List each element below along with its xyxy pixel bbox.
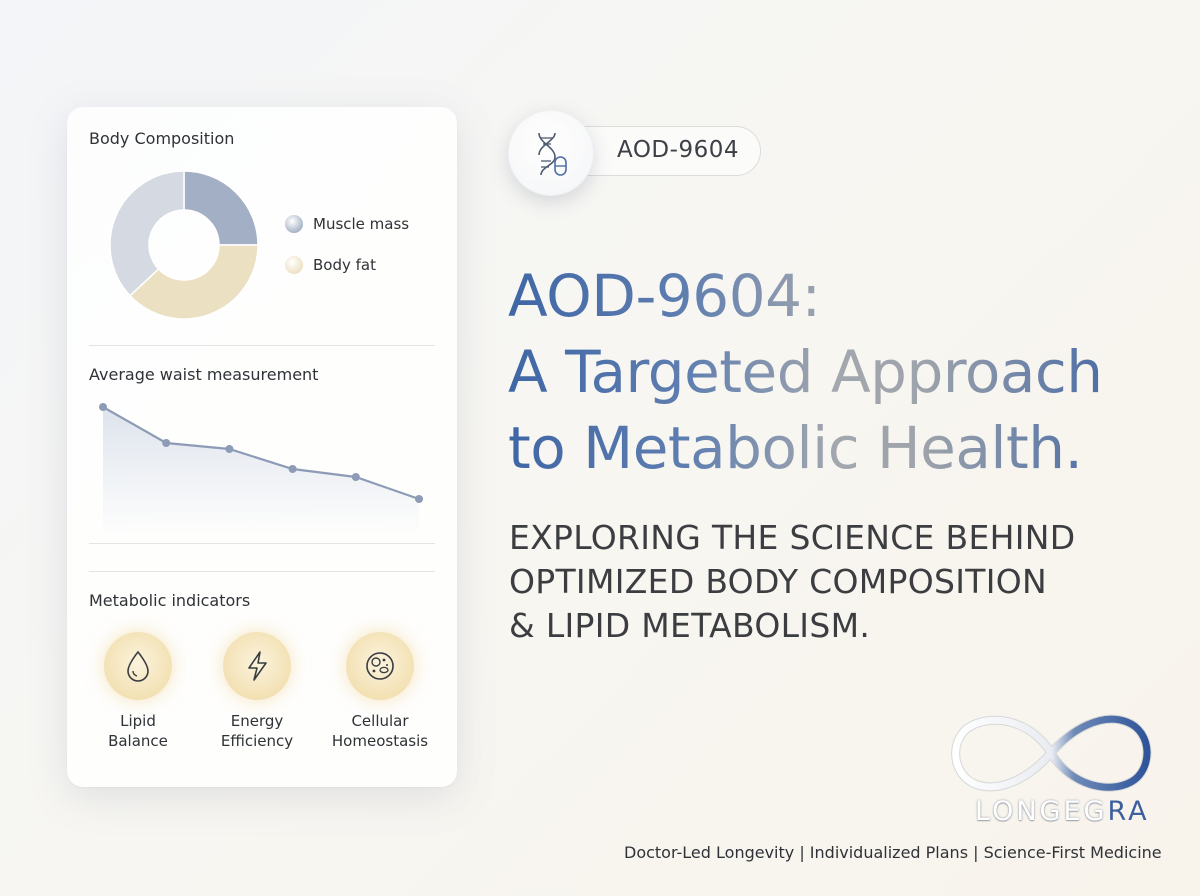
headline: AOD-9604: A Targeted Approach to Metabol… — [508, 258, 1103, 486]
divider — [89, 345, 435, 346]
donut-slice — [109, 170, 185, 297]
lightning-icon — [223, 632, 291, 700]
badge-label: AOD-9604 — [617, 137, 739, 163]
brand-name-part: LONGEG — [975, 796, 1108, 827]
waist-series-line — [102, 406, 420, 501]
cell-icon — [346, 632, 414, 700]
divider — [89, 543, 435, 544]
brand-name-part: RA — [1107, 796, 1150, 827]
data-point — [351, 473, 360, 481]
tagline: Doctor-Led Longevity | Individualized Pl… — [624, 843, 1162, 862]
metrics-card: Body Composition Muscle mass Body fat Av… — [67, 107, 457, 787]
indicator-label: Energy — [230, 712, 284, 730]
subheadline-line: EXPLORING THE SCIENCE BEHIND — [509, 518, 1076, 557]
donut-slice — [128, 244, 259, 320]
dna-capsule-icon — [508, 110, 594, 196]
indicator-label: Balance — [108, 732, 168, 750]
body-fat-dot-icon — [285, 256, 303, 274]
indicator-label: Cellular — [351, 712, 409, 730]
legend-muscle-mass: Muscle mass — [285, 215, 409, 233]
data-point — [162, 439, 171, 447]
subheadline: EXPLORING THE SCIENCE BEHIND OPTIMIZED B… — [509, 516, 1075, 648]
waist-title: Average waist measurement — [89, 365, 319, 384]
indicator-energy-efficiency: Energy Efficiency — [197, 632, 317, 751]
data-point — [99, 403, 107, 411]
legend-label: Body fat — [313, 256, 376, 274]
brand-name: LONGEGRA — [975, 796, 1150, 827]
indicator-lipid-balance: Lipid Balance — [78, 632, 198, 751]
data-point — [288, 465, 297, 473]
divider — [89, 571, 435, 572]
data-point — [415, 495, 423, 503]
data-point — [225, 445, 234, 453]
muscle-mass-dot-icon — [285, 215, 303, 233]
headline-line: to Metabolic Health. — [508, 414, 1083, 482]
headline-line: A Targeted Approach — [508, 338, 1103, 406]
infinity-logo-icon — [951, 714, 1152, 792]
legend-body-fat: Body fat — [285, 256, 376, 274]
waist-line-chart — [99, 403, 423, 535]
legend-label: Muscle mass — [313, 215, 410, 233]
indicator-cellular-homeostasis: Cellular Homeostasis — [320, 632, 440, 751]
subheadline-line: OPTIMIZED BODY COMPOSITION — [509, 562, 1048, 601]
subheadline-line: & LIPID METABOLISM. — [509, 606, 871, 645]
indicator-label: Efficiency — [220, 732, 294, 750]
headline-line: AOD-9604: — [508, 262, 821, 330]
donut-slice — [183, 170, 259, 246]
droplet-icon — [104, 632, 172, 700]
line-area — [103, 407, 419, 535]
metabolic-title: Metabolic indicators — [89, 591, 251, 610]
indicator-label: Lipid — [120, 712, 156, 730]
body-composition-title: Body Composition — [89, 129, 235, 148]
body-composition-donut-chart — [109, 170, 259, 320]
indicator-label: Homeostasis — [331, 732, 429, 750]
